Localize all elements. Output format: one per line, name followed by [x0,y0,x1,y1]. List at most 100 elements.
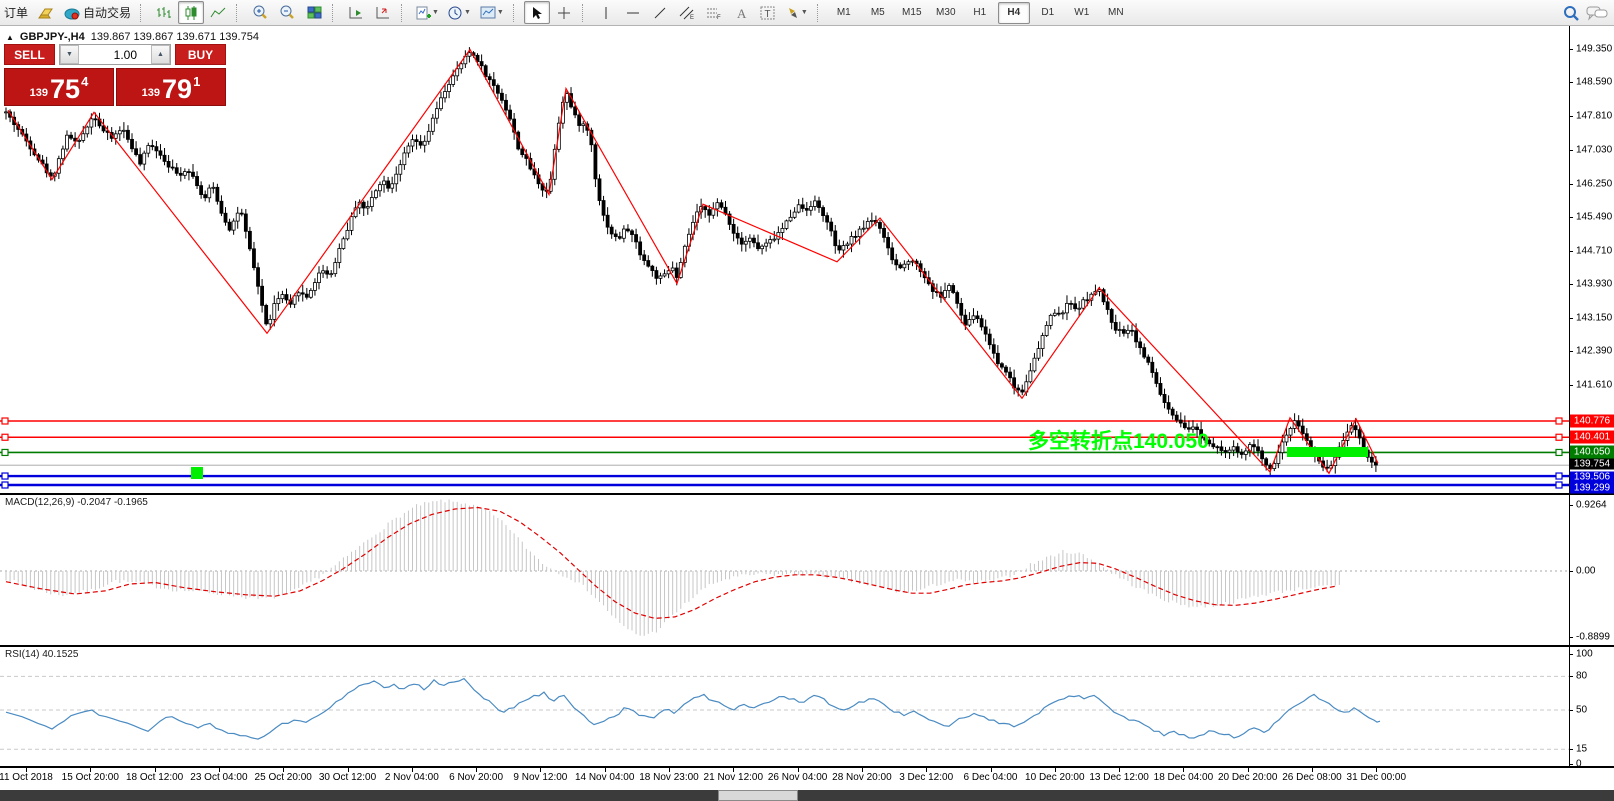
candle-body [1207,439,1212,445]
zoom-in-button[interactable] [247,1,273,24]
candlestick-chart-button[interactable] [178,1,205,24]
rsi-indicator-label: RSI(14) 40.1525 [5,649,79,660]
candle-body [280,294,285,300]
candle-body [227,221,232,231]
template-icon [480,6,496,19]
arrow-objects-icon [788,7,797,18]
cursor-tool-button[interactable] [523,1,550,24]
market-watch-gold-icon[interactable] [33,1,59,24]
periods-button[interactable]: ▼ [444,1,475,24]
volume-increase-button[interactable]: ▲ [151,45,170,64]
price-axis-tick [1569,351,1573,353]
buy-button[interactable]: BUY [175,44,226,65]
time-axis-tick [411,768,413,772]
rsi-axis-tick [1569,764,1573,765]
vertical-line-icon [605,6,607,19]
bottom-scrollbar-track[interactable] [0,790,1614,801]
time-axis-label: 18 Oct 12:00 [125,772,184,783]
candle-body [796,204,801,213]
indicators-button[interactable]: ▼ [412,1,443,24]
zoom-out-button[interactable] [274,1,300,24]
timeframe-button-w1[interactable]: W1 [1074,7,1090,18]
timeframe-button-mn[interactable]: MN [1108,7,1124,18]
rsi-panel-canvas[interactable] [0,647,1569,766]
candle-body [1126,329,1130,334]
timeframe-button-d1[interactable]: D1 [1041,7,1055,18]
bottom-scrollbar-thumb[interactable] [718,790,798,801]
candle-body [1252,444,1256,448]
equidistant-channel-tool-button[interactable]: E [674,1,700,24]
arrows-tool-button[interactable]: ▼ [782,1,812,24]
candle-body [382,180,386,186]
candle-body [951,285,956,293]
line-handle [1555,472,1563,480]
autotrading-icon [64,8,80,19]
macd-axis-label: -0.8899 [1576,631,1610,643]
candle-body [321,270,325,274]
text-label-tool-button[interactable]: T [755,1,781,24]
vertical-line-tool-button[interactable] [593,1,619,24]
timeframe-button-h1[interactable]: H1 [973,7,987,18]
main-chart-canvas[interactable]: 多空转折点140.050 [0,26,1569,493]
candle-body [715,202,720,210]
timeframe-button-h4[interactable]: H4 [997,1,1030,24]
sell-button[interactable]: SELL [4,44,55,65]
candle-body [284,294,289,301]
candle-body [886,237,891,249]
time-axis-tick [926,768,928,772]
candle-body [113,133,118,139]
time-axis-tick [26,768,27,772]
timeframe-button-m5[interactable]: M5 [870,7,885,18]
panel-separator[interactable] [0,493,1614,495]
new-order-button[interactable]: 订单 [0,1,32,24]
time-axis-label: 6 Dec 04:00 [963,772,1018,783]
search-icon[interactable] [1563,5,1580,21]
candle-body [292,295,297,305]
panel-separator[interactable] [0,645,1614,647]
candle-body [1264,458,1269,466]
candle-body [971,315,976,320]
candle-body [121,129,126,132]
candle-body [1028,370,1033,383]
tile-windows-icon [307,6,322,18]
candle-body [308,289,313,298]
crosshair-tool-button[interactable] [551,1,577,24]
fibonacci-tool-button[interactable]: F [701,1,727,24]
macd-panel-canvas[interactable] [0,495,1569,645]
chart-shift-icon [376,6,390,18]
candle-body [1052,312,1057,316]
candle-body [378,184,382,192]
chart-shift-button[interactable] [370,1,396,24]
timeframe-button-m15[interactable]: M15 [902,7,922,18]
candle-body [1211,443,1216,448]
candle-body [300,292,305,295]
horizontal-line-tool-button[interactable] [620,1,646,24]
candle-body [1105,301,1110,310]
collapse-panel-icon[interactable]: ▲ [6,32,14,42]
bar-chart-button[interactable] [151,1,177,24]
candle-body [719,202,724,208]
time-axis-label: 26 Nov 04:00 [767,772,828,783]
timeframe-button-m1[interactable]: M1 [836,7,851,18]
volume-input[interactable]: 1.00 [113,47,137,62]
timeframe-button-m30[interactable]: M30 [936,7,956,18]
autotrading-button[interactable]: 自动交易 [60,1,135,24]
price-axis-label: 149.350 [1576,43,1613,55]
ohlc-values: 139.867 139.867 139.671 139.754 [90,31,259,43]
sell-price-box[interactable]: 139 75 4 [4,68,114,106]
auto-scroll-button[interactable] [343,1,369,24]
tile-windows-button[interactable] [301,1,327,24]
line-chart-button[interactable] [205,1,231,24]
candle-body [841,245,846,251]
time-axis-tick [476,768,478,772]
time-axis-tick [1054,768,1056,772]
candle-body [296,292,301,297]
text-tool-button[interactable]: A [728,1,754,24]
trendline-tool-button[interactable] [647,1,673,24]
templates-button[interactable]: ▼ [476,1,508,24]
chat-icon[interactable] [1586,5,1608,21]
volume-decrease-button[interactable]: ▼ [60,45,79,64]
candle-body [573,106,577,116]
candle-body [276,298,281,305]
buy-price-box[interactable]: 139 79 1 [116,68,226,106]
